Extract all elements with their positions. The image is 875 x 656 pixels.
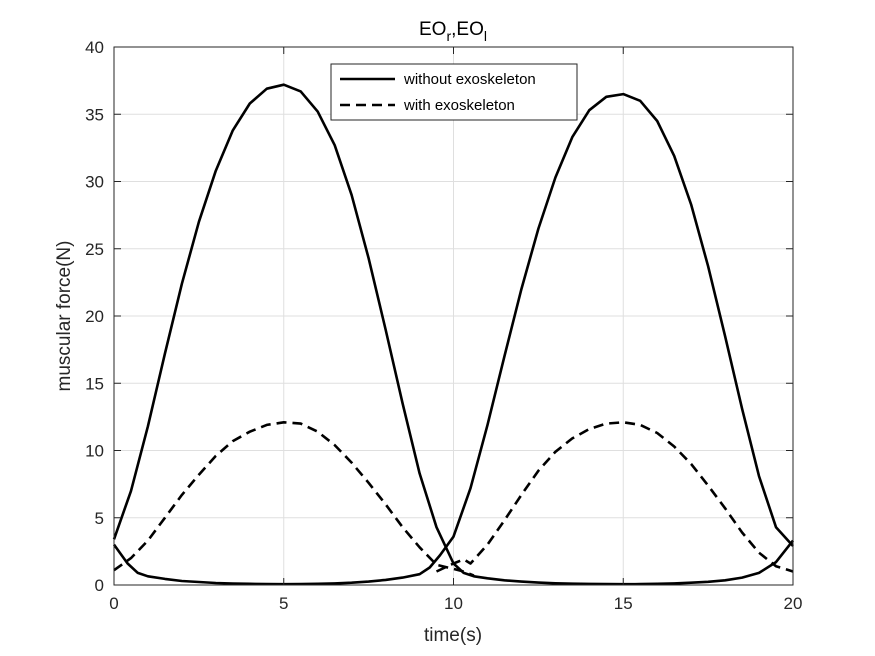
y-tick-label: 20 [85, 307, 104, 326]
chart-title: EOr,EOl [419, 19, 487, 44]
series-lines [112, 83, 795, 586]
x-tick-label: 15 [614, 594, 633, 613]
x-axis-label: time(s) [424, 625, 482, 646]
x-tick-label: 20 [784, 594, 803, 613]
series-line-with-exoskeleton-3 [435, 421, 794, 573]
legend: without exoskeleton with exoskeleton [330, 63, 578, 121]
series-line-without-exoskeleton-1 [112, 92, 794, 586]
y-axis-label: muscular force(N) [54, 241, 75, 392]
y-tick-label: 40 [85, 38, 104, 57]
title-sep: , [451, 19, 456, 40]
title-sub-1: r [446, 28, 451, 44]
y-tick-label: 0 [95, 576, 104, 595]
title-base-1: EO [419, 19, 446, 40]
y-tick-label: 30 [85, 173, 104, 192]
x-tick-label: 0 [109, 594, 118, 613]
title-sub-2: l [484, 28, 487, 44]
ticks [113, 46, 794, 586]
y-tick-label: 10 [85, 442, 104, 461]
legend-label-without: without exoskeleton [403, 71, 536, 88]
x-tick-label: 5 [279, 594, 288, 613]
x-tick-label: 10 [444, 594, 463, 613]
y-tick-label: 35 [85, 105, 104, 124]
y-tick-label: 15 [85, 374, 104, 393]
legend-label-with: with exoskeleton [403, 97, 515, 114]
series-line-with-exoskeleton-2 [113, 421, 475, 577]
title-base-2: EO [456, 19, 483, 40]
tick-labels: 0 5 10 15 20 0 5 10 15 20 25 30 35 40 [85, 38, 802, 613]
y-tick-label: 5 [95, 509, 104, 528]
series-line-without-exoskeleton-0 [112, 83, 795, 586]
grid [113, 46, 794, 586]
y-tick-label: 25 [85, 240, 104, 259]
legend-box [330, 63, 578, 121]
